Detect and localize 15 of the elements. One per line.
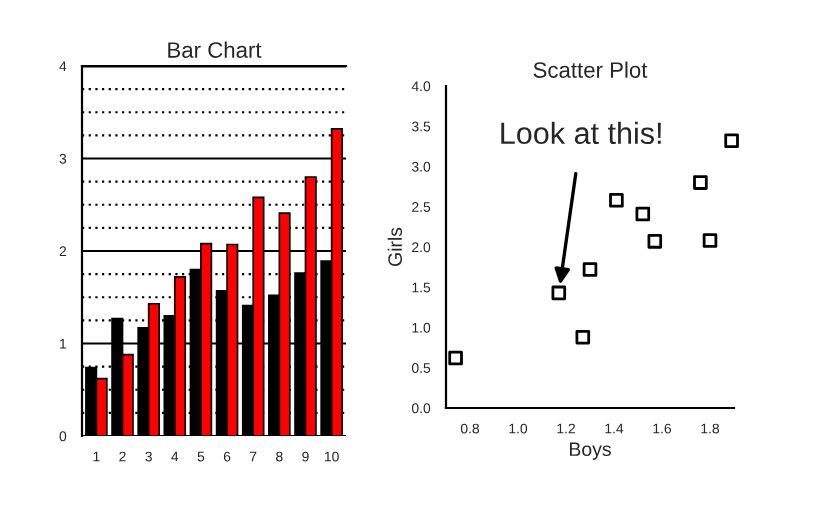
point: [702, 233, 718, 248]
point: [724, 133, 739, 149]
point: [582, 262, 598, 277]
point: [693, 175, 708, 190]
point: [551, 285, 567, 301]
chart-title: Scatter Plot: [533, 61, 648, 78]
annotation: Look at this!: [501, 121, 661, 145]
point: [448, 350, 463, 366]
y-axis-title: Girls: [387, 227, 403, 266]
x-axis-title: Boys: [569, 442, 611, 460]
point: [609, 193, 624, 208]
point: [647, 234, 663, 249]
chart-title: Bar Chart: [168, 41, 262, 58]
point: [575, 329, 591, 345]
point: [635, 206, 651, 222]
